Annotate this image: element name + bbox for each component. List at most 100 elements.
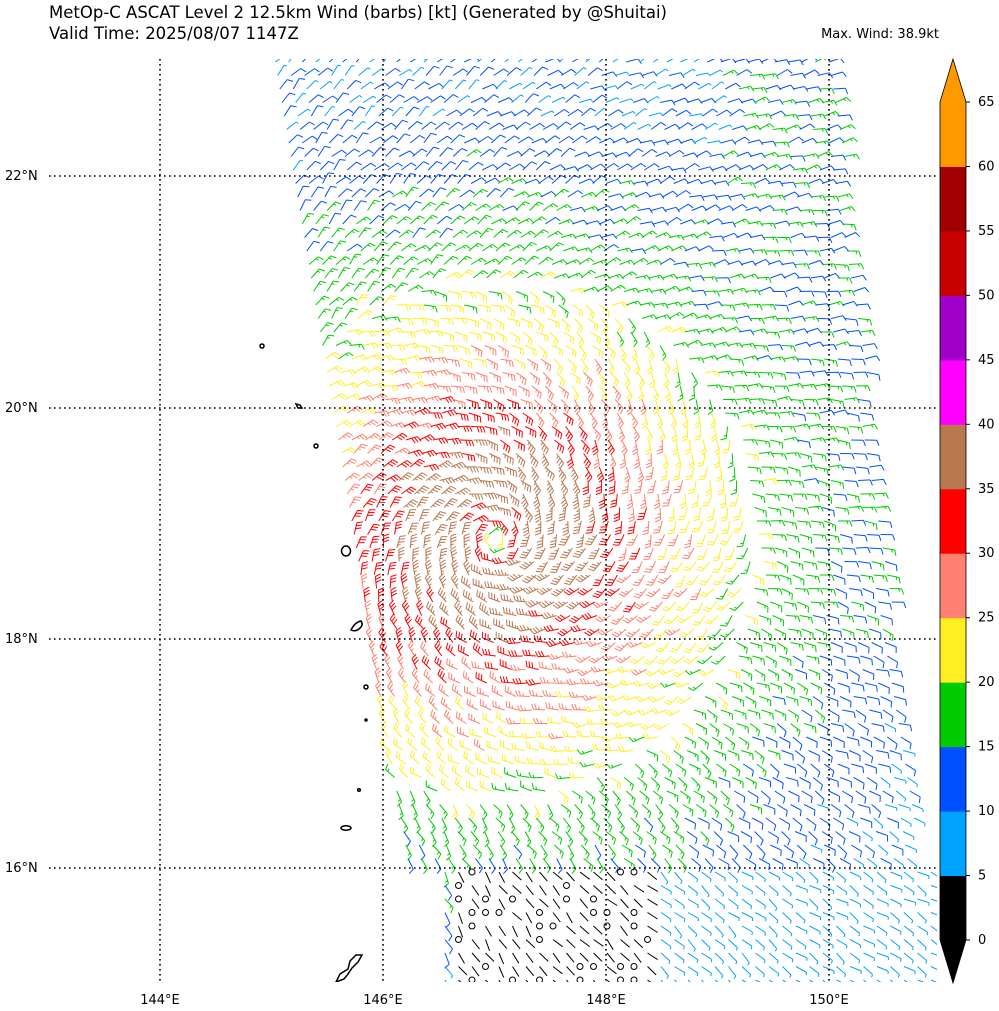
wind-barb [438,572,447,589]
wind-barb [614,642,629,652]
wind-barb [385,67,401,76]
wind-barb [374,163,390,171]
wind-barb [362,257,379,265]
wind-barb [774,220,791,227]
wind-barb [579,885,590,894]
wind-barb [668,149,685,157]
wind-barb [692,615,706,626]
wind-barb [567,358,577,374]
wind-barb [539,677,555,684]
wind-barb [657,165,674,172]
wind-barb [639,59,645,63]
wind-barb [880,534,896,541]
wind-barb [645,574,659,586]
wind-barb [367,523,380,535]
wind-barb [583,206,600,212]
wind-barb [641,230,658,238]
wind-barb [542,291,555,303]
wind-barb [644,163,660,171]
wind-barb [520,67,533,76]
wind-barb [445,627,454,643]
wind-barb [403,342,420,350]
wind-barb [666,790,679,802]
wind-barb [670,412,678,429]
wind-barb [830,723,845,733]
wind-barb [788,300,804,306]
wind-barb [367,199,381,211]
wind-barb [836,885,848,896]
wind-barb [767,260,784,266]
wind-barb [494,569,510,576]
wind-barb [527,358,539,372]
wind-barb [430,254,444,265]
wind-barb [623,121,637,130]
wind-barb [520,399,533,410]
wind-barb [465,765,476,778]
wind-barb [547,399,558,413]
wind-barb [356,216,372,225]
wind-barb [833,87,849,95]
wind-barb [458,952,465,964]
wind-barb [596,122,613,130]
wind-barb [855,385,871,392]
wind-barb [637,207,654,214]
wind-barb [389,496,402,508]
wind-barb [524,255,540,265]
wind-barb [556,858,563,874]
wind-barb [506,547,519,560]
wind-barb [404,708,413,724]
wind-barb [768,898,778,912]
wind-barb [536,245,552,252]
wind-barb [439,318,454,325]
wind-barb [495,162,511,171]
wind-barb [450,573,459,589]
wind-barb [524,178,541,185]
wind-barb [614,71,629,76]
wind-barb [714,939,726,950]
wind-barb [484,726,496,738]
wind-barb [695,804,707,818]
wind-barb [704,696,717,708]
wind-barb [398,763,409,778]
wind-barb [869,709,883,719]
wind-barb [525,912,533,924]
wind-barb [317,226,331,238]
wind-barb [711,736,723,750]
wind-barb [400,78,415,90]
wind-barb [428,82,444,90]
wind-barb [482,331,496,342]
wind-barb [536,331,549,343]
wind-barb [674,885,686,895]
wind-barb [290,68,307,76]
wind-barb [535,561,549,573]
wind-barb [882,709,894,723]
wind-barb [362,342,379,349]
wind-barb [782,898,794,909]
wind-barb [379,641,389,657]
wind-barb [765,574,781,581]
wind-barb [835,264,850,272]
wind-barb [683,642,697,653]
wind-barb [367,121,383,130]
wind-barb [930,925,937,932]
wind-barb [917,925,929,936]
island [356,787,362,793]
wind-barb [866,777,878,791]
wind-barb [455,244,471,252]
wind-barb [837,844,848,859]
wind-barb [606,952,615,963]
wind-barb [768,979,774,982]
wind-barb [522,412,534,426]
wind-barb [808,831,818,846]
wind-barb [512,912,523,921]
wind-barb [676,615,692,624]
wind-barb [419,722,429,738]
wind-barb [813,291,828,298]
wind-barb [695,231,712,238]
wind-barb [443,498,458,508]
wind-barb [439,396,456,404]
wind-barb [464,59,480,63]
wind-barb [421,858,428,875]
wind-barb [472,270,489,279]
wind-barb [400,573,408,589]
